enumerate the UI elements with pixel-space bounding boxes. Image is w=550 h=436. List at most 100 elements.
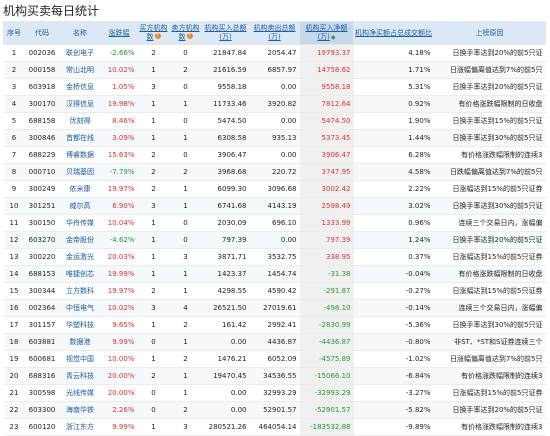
cell-stock-name[interactable]: 视觉中国 bbox=[59, 350, 101, 368]
cell-sell-amount: 3920.82 bbox=[249, 95, 300, 113]
cell-code[interactable]: 603918 bbox=[24, 78, 60, 96]
table-row[interactable]: 10 301251 威尔高 6.90% 3 1 6741.68 4143.19 2598.49 3… bbox=[3, 197, 546, 215]
cell-stock-name[interactable]: 威尔高 bbox=[59, 197, 101, 215]
cell-stock-name[interactable]: 海南华铁 bbox=[59, 401, 101, 419]
cell-code[interactable]: 300150 bbox=[24, 214, 60, 232]
table-row[interactable]: 18 603881 数据港 9.99% 0 1 0.00 4436.87 -4436.87 -0.… bbox=[3, 333, 546, 351]
cell-stock-name[interactable]: 华舟传媒 bbox=[59, 214, 101, 232]
cell-buy-amount: 4298.55 bbox=[201, 282, 250, 300]
cell-code[interactable]: 688158 bbox=[24, 112, 60, 130]
cell-code[interactable]: 301251 bbox=[24, 197, 60, 215]
cell-change: -2.66% bbox=[100, 44, 138, 62]
cell-stock-name[interactable]: 首都在线 bbox=[59, 129, 101, 147]
cell-code[interactable]: 301157 bbox=[24, 316, 60, 334]
table-row[interactable]: 3 603918 金桥信息 1.05% 3 0 9558.18 0.00 9558.18 5.31… bbox=[3, 78, 546, 96]
cell-net-ratio: 1.44% bbox=[353, 129, 434, 147]
table-row[interactable]: 23 600120 浙江东方 9.99% 1 3 280521.26 464054.14 -18… bbox=[3, 418, 546, 436]
col-header-net-ratio[interactable]: 机构净买额占总成交额比 bbox=[353, 21, 434, 45]
cell-stock-name[interactable]: 博睿数据 bbox=[59, 146, 101, 164]
table-row[interactable]: 22 603300 海南华铁 2.26% 0 2 0.00 52901.57 -52901.57… bbox=[3, 401, 546, 419]
cell-stock-name[interactable]: 浙江东方 bbox=[59, 418, 101, 436]
cell-buy-amount: 9558.18 bbox=[201, 78, 250, 96]
cell-net-buy: 14758.62 bbox=[299, 61, 354, 79]
cell-code[interactable]: 688229 bbox=[24, 146, 60, 164]
cell-net-buy: 3002.42 bbox=[299, 180, 354, 198]
cell-buy-amount: 5474.50 bbox=[201, 112, 250, 130]
cell-stock-name[interactable]: 联创电子 bbox=[59, 44, 101, 62]
col-header-seller-count[interactable]: 卖方机构数? bbox=[169, 21, 202, 45]
table-row[interactable]: 17 301157 华塑科技 9.65% 1 2 161.42 2992.41 -2830.99… bbox=[3, 316, 546, 334]
cell-code[interactable]: 603881 bbox=[24, 333, 60, 351]
cell-code[interactable]: 000710 bbox=[24, 163, 60, 181]
cell-code[interactable]: 300249 bbox=[24, 180, 60, 198]
cell-code[interactable]: 300344 bbox=[24, 282, 60, 300]
cell-code[interactable]: 603300 bbox=[24, 401, 60, 419]
table-row[interactable]: 8 000710 贝瑞基因 -7.79% 2 2 3968.68 220.72 3747.95 4… bbox=[3, 163, 546, 181]
cell-buy-amount: 6099.30 bbox=[201, 180, 250, 198]
table-row[interactable]: 15 300344 立方数科 19.97% 2 1 4298.55 4590.42 -291.8… bbox=[3, 282, 546, 300]
col-header-change[interactable]: 涨跌幅 bbox=[100, 21, 138, 45]
table-row[interactable]: 4 300170 汉得信息 19.98% 1 1 11733.46 3920.82 7812.6… bbox=[3, 95, 546, 113]
cell-code[interactable]: 300220 bbox=[24, 248, 60, 266]
cell-code[interactable]: 000158 bbox=[24, 61, 60, 79]
table-row[interactable]: 16 002364 中恒电气 10.02% 3 4 26521.50 27019.61 -498… bbox=[3, 299, 546, 317]
table-row[interactable]: 2 000158 常山北明 10.02% 1 2 21616.59 6857.97 14758.… bbox=[3, 61, 546, 79]
cell-stock-name[interactable]: 金桥信息 bbox=[59, 78, 101, 96]
table-row[interactable]: 9 300249 依米康 19.97% 2 1 6099.30 3096.68 3002.42 2… bbox=[3, 180, 546, 198]
cell-code[interactable]: 600120 bbox=[24, 418, 60, 436]
sort-desc-icon[interactable]: ◆ bbox=[330, 34, 336, 41]
cell-stock-name[interactable]: 金帝股份 bbox=[59, 231, 101, 249]
cell-stock-name[interactable]: 光线传媒 bbox=[59, 384, 101, 402]
cell-buyer-count: 2 bbox=[137, 180, 170, 198]
col-header-sell-amount[interactable]: 机构卖出总额(万) bbox=[249, 21, 300, 45]
cell-stock-name[interactable]: 依米康 bbox=[59, 180, 101, 198]
help-icon[interactable]: ? bbox=[186, 33, 193, 39]
help-icon[interactable]: ? bbox=[154, 33, 161, 39]
cell-code[interactable]: 688153 bbox=[24, 265, 60, 283]
cell-code[interactable]: 002364 bbox=[24, 299, 60, 317]
cell-stock-name[interactable]: 立方数科 bbox=[59, 282, 101, 300]
cell-code[interactable]: 300598 bbox=[24, 384, 60, 402]
cell-change: 6.90% bbox=[100, 197, 138, 215]
col-header-buyer-count[interactable]: 买方机构数? bbox=[137, 21, 170, 45]
cell-stock-name[interactable]: 金运激光 bbox=[59, 248, 101, 266]
col-header-net-buy[interactable]: 机构买入净额(万)◆ bbox=[299, 21, 354, 45]
cell-stock-name[interactable]: 优刻得 bbox=[59, 112, 101, 130]
cell-stock-name[interactable]: 中恒电气 bbox=[59, 299, 101, 317]
cell-buy-amount: 0.00 bbox=[201, 401, 250, 419]
cell-sell-amount: 935.13 bbox=[249, 129, 300, 147]
table-row[interactable]: 19 600681 视觉中国 10.00% 1 2 1476.21 6052.09 -4575.… bbox=[3, 350, 546, 368]
cell-code[interactable]: 603270 bbox=[24, 231, 60, 249]
table-row[interactable]: 1 002036 联创电子 -2.66% 2 0 21847.84 2054.47 19793.… bbox=[3, 44, 546, 62]
cell-code[interactable]: 300846 bbox=[24, 129, 60, 147]
cell-seller-count: 3 bbox=[169, 248, 202, 266]
cell-change: 19.97% bbox=[100, 180, 138, 198]
cell-seller-count: 1 bbox=[169, 180, 202, 198]
table-row[interactable]: 14 688153 唯捷创芯 19.99% 1 1 1423.37 1454.74 -31.38… bbox=[3, 265, 546, 283]
cell-code[interactable]: 300170 bbox=[24, 95, 60, 113]
cell-code[interactable]: 002036 bbox=[24, 44, 60, 62]
cell-stock-name[interactable]: 汉得信息 bbox=[59, 95, 101, 113]
cell-change: 20.00% bbox=[100, 367, 138, 385]
table-row[interactable]: 5 688158 优刻得 8.46% 1 0 5474.50 0.00 5474.50 1.90%… bbox=[3, 112, 546, 130]
cell-buy-amount: 0.00 bbox=[201, 333, 250, 351]
table-row[interactable]: 13 300220 金运激光 20.03% 1 3 3871.71 3532.75 338.95… bbox=[3, 248, 546, 266]
cell-reason: 日涨幅达到15%的前5只证券 bbox=[433, 282, 546, 300]
cell-stock-name[interactable]: 青云科技 bbox=[59, 367, 101, 385]
table-row[interactable]: 11 300150 华舟传媒 10.04% 1 0 2030.09 696.10 1333.99… bbox=[3, 214, 546, 232]
table-row[interactable]: 20 688316 青云科技 20.00% 2 1 19470.45 34536.55 -150… bbox=[3, 367, 546, 385]
col-header-buy-amount[interactable]: 机构买入总额(万) bbox=[201, 21, 250, 45]
cell-stock-name[interactable]: 数据港 bbox=[59, 333, 101, 351]
cell-code[interactable]: 688316 bbox=[24, 367, 60, 385]
cell-stock-name[interactable]: 华塑科技 bbox=[59, 316, 101, 334]
table-row[interactable]: 6 300846 首都在线 3.09% 1 1 6308.58 935.13 5373.45 1.… bbox=[3, 129, 546, 147]
cell-stock-name[interactable]: 唯捷创芯 bbox=[59, 265, 101, 283]
cell-sell-amount: 4143.19 bbox=[249, 197, 300, 215]
table-row[interactable]: 12 603270 金帝股份 -4.62% 1 0 797.39 0.00 797.39 1.24… bbox=[3, 231, 546, 249]
cell-stock-name[interactable]: 常山北明 bbox=[59, 61, 101, 79]
table-row[interactable]: 7 688229 博睿数据 15.63% 2 0 3906.47 0.00 3906.47 6.2… bbox=[3, 146, 546, 164]
table-row[interactable]: 21 300598 光线传媒 20.00% 0 1 0.00 32993.29 -32993.2… bbox=[3, 384, 546, 402]
cell-code[interactable]: 600681 bbox=[24, 350, 60, 368]
cell-stock-name[interactable]: 贝瑞基因 bbox=[59, 163, 101, 181]
cell-index: 22 bbox=[3, 401, 25, 419]
